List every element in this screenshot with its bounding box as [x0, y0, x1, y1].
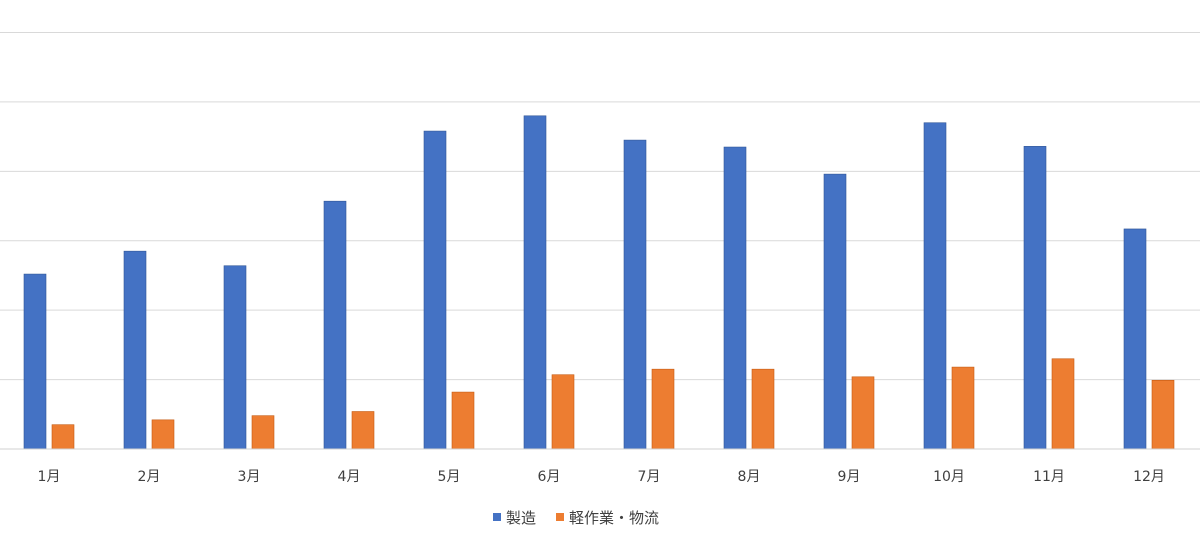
x-tick-label: 6月: [538, 469, 561, 485]
bar-series2: [151, 419, 175, 450]
bars: [23, 115, 1175, 450]
bar-series1: [523, 115, 547, 450]
x-tick-label: 2月: [138, 469, 161, 485]
x-tick-label: 10月: [933, 469, 965, 485]
bar-series2: [851, 376, 875, 450]
bar-series2: [651, 368, 675, 450]
bar-series2: [1151, 379, 1175, 450]
x-tick-label: 12月: [1133, 469, 1165, 485]
x-tick-label: 4月: [338, 469, 361, 485]
legend: 製造 軽作業・物流: [493, 509, 659, 527]
x-tick-label: 11月: [1033, 469, 1065, 485]
bar-series1: [723, 146, 747, 450]
legend-label: 製造: [506, 509, 536, 527]
bar-series1: [23, 273, 47, 450]
bar-series2: [51, 424, 75, 450]
gridlines: [0, 32, 1200, 381]
bar-series1: [323, 200, 347, 450]
x-tick-label: 7月: [638, 469, 661, 485]
bar-series1: [923, 122, 947, 450]
bar-series2: [351, 411, 375, 450]
x-tick-label: 9月: [838, 469, 861, 485]
bar-series1: [123, 250, 147, 450]
legend-label: 軽作業・物流: [569, 509, 659, 527]
legend-swatch: [556, 513, 564, 521]
x-tick-label: 5月: [438, 469, 461, 485]
legend-swatch: [493, 513, 501, 521]
bar-series1: [1123, 228, 1147, 450]
bar-series2: [751, 368, 775, 450]
x-tick-label: 8月: [738, 469, 761, 485]
x-tick-label: 3月: [238, 469, 261, 485]
bar-series2: [951, 366, 975, 450]
bar-series1: [423, 130, 447, 450]
bar-series2: [451, 391, 475, 450]
bar-series1: [623, 139, 647, 450]
x-tick-label: 1月: [38, 469, 61, 485]
bar-series1: [823, 173, 847, 450]
bar-series2: [551, 374, 575, 450]
bar-series2: [1051, 358, 1075, 450]
x-axis-tick-labels: 1月 2月 3月 4月 5月 6月 7月 8月 9月 10月 11月 12月: [38, 469, 1165, 485]
bar-series1: [223, 265, 247, 450]
bar-series2: [251, 415, 275, 450]
bar-series1: [1023, 146, 1047, 450]
